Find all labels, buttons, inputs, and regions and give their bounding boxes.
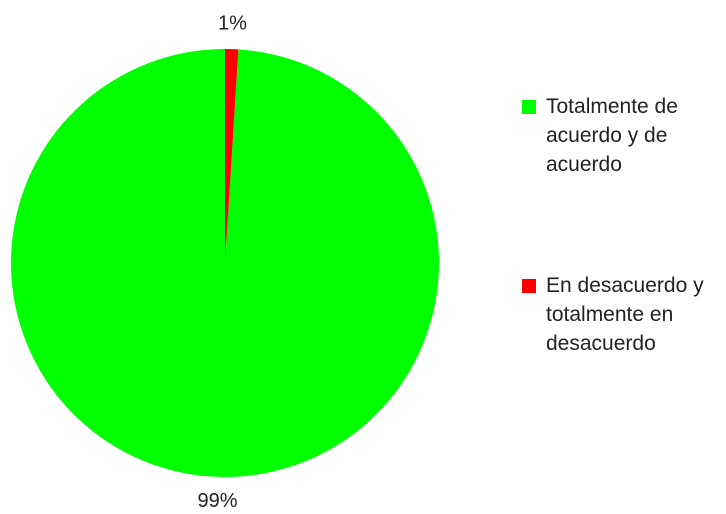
data-label-agree: 99% bbox=[197, 490, 237, 512]
legend: Totalmente de acuerdo y de acuerdo En de… bbox=[522, 92, 722, 358]
legend-item-disagree: En desacuerdo y totalmente en desacuerdo bbox=[522, 271, 722, 358]
pie-slice-disagree bbox=[225, 49, 239, 263]
legend-item-agree: Totalmente de acuerdo y de acuerdo bbox=[522, 92, 722, 179]
legend-swatch-agree bbox=[522, 100, 536, 114]
legend-label-disagree: En desacuerdo y totalmente en desacuerdo bbox=[546, 274, 704, 355]
legend-swatch-disagree bbox=[522, 279, 536, 293]
pie-slice-agree bbox=[11, 49, 439, 477]
pie-data-labels: 99% 1% bbox=[197, 12, 247, 512]
pie-slices bbox=[11, 49, 439, 477]
legend-label-agree: Totalmente de acuerdo y de acuerdo bbox=[546, 95, 678, 176]
data-label-disagree: 1% bbox=[218, 12, 247, 34]
